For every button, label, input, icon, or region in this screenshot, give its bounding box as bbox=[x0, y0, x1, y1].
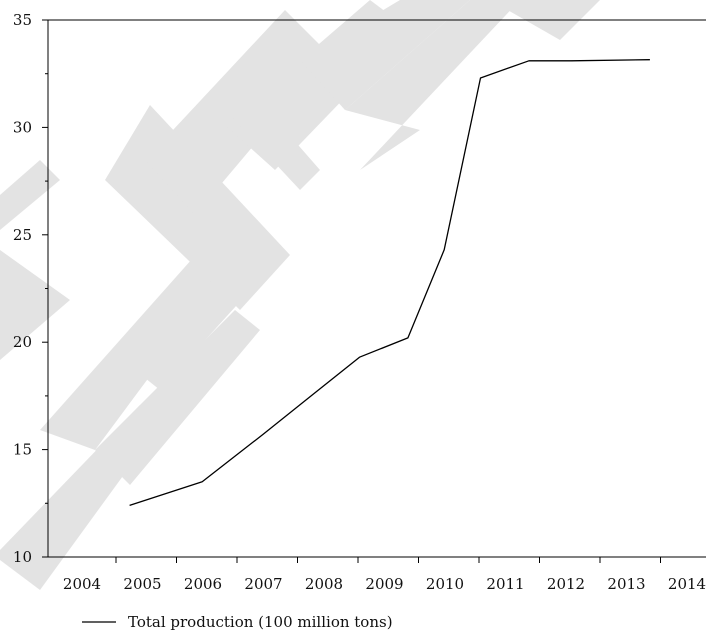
y-tick-label: 10 bbox=[13, 548, 32, 566]
series-line bbox=[129, 59, 650, 507]
x-tick-label: 2004 bbox=[63, 575, 101, 593]
watermark-stroke bbox=[345, 0, 520, 170]
series-layer bbox=[129, 59, 650, 507]
x-tick-label: 2005 bbox=[123, 575, 161, 593]
watermark-stroke bbox=[135, 265, 255, 390]
retracted-watermark bbox=[0, 0, 600, 590]
y-tick-label: 30 bbox=[13, 118, 32, 136]
watermark-stroke bbox=[95, 310, 260, 485]
legend-label: Total production (100 million tons) bbox=[128, 613, 393, 631]
x-tick-label: 2013 bbox=[607, 575, 645, 593]
watermark-stroke bbox=[0, 160, 60, 230]
x-tick-label: 2012 bbox=[547, 575, 585, 593]
x-tick-label: 2010 bbox=[426, 575, 464, 593]
x-tick-label: 2007 bbox=[244, 575, 282, 593]
x-tick-label: 2011 bbox=[486, 575, 524, 593]
x-axis-tick-labels: 2004 2005 2006 2007 2008 2009 2010 2011 2012 2013… bbox=[63, 575, 706, 593]
y-tick-label: 35 bbox=[13, 11, 32, 29]
x-tick-label: 2008 bbox=[305, 575, 343, 593]
legend: Total production (100 million tons) bbox=[82, 613, 393, 631]
y-tick-label: 15 bbox=[13, 441, 32, 459]
watermark-stroke bbox=[300, 0, 470, 110]
watermark-stroke bbox=[230, 90, 320, 190]
watermark-stroke bbox=[40, 250, 225, 450]
watermark-stroke bbox=[0, 250, 70, 360]
y-tick-label: 20 bbox=[13, 333, 32, 351]
x-tick-label: 2014 bbox=[668, 575, 706, 593]
y-axis-tick-labels: 10 15 20 25 30 35 bbox=[13, 11, 32, 566]
x-tick-label: 2006 bbox=[184, 575, 222, 593]
axes bbox=[42, 19, 706, 563]
x-tick-label: 2009 bbox=[365, 575, 403, 593]
y-tick-label: 25 bbox=[13, 226, 32, 244]
